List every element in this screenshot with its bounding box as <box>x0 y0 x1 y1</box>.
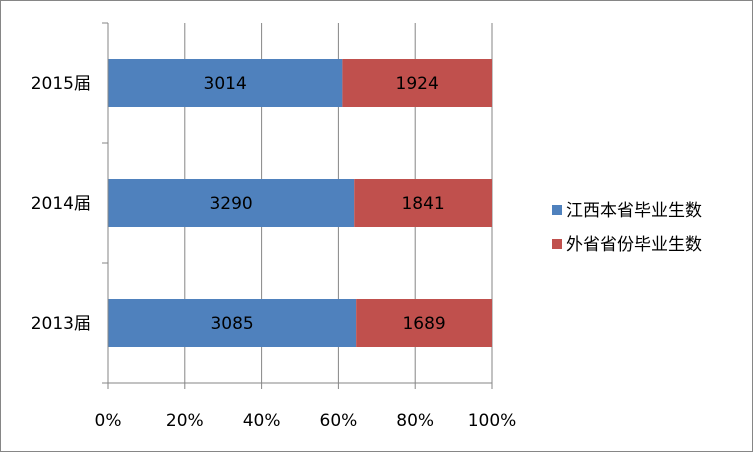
y-tick-label: 2013届 <box>31 314 91 334</box>
data-label: 3014 <box>204 74 247 94</box>
y-tick-label: 2014届 <box>31 194 91 214</box>
data-label: 3085 <box>210 314 253 334</box>
bar-segment <box>342 59 492 107</box>
legend-label: 江西本省毕业生数 <box>566 201 702 221</box>
bar-segment <box>108 59 343 107</box>
legend-label: 外省省份毕业生数 <box>566 235 702 255</box>
bar-segment <box>108 299 357 347</box>
x-tick-label: 100% <box>468 411 517 431</box>
bars: 3014 1924 3290 1841 3085 1689 <box>108 59 492 347</box>
data-label: 3290 <box>209 194 252 214</box>
legend-swatch <box>552 205 562 215</box>
bar-segment <box>108 179 355 227</box>
x-tick-label: 60% <box>320 411 358 431</box>
data-label: 1924 <box>396 74 439 94</box>
x-tick-label: 0% <box>95 411 122 431</box>
x-tick-label: 40% <box>243 411 281 431</box>
legend-swatch <box>552 239 562 249</box>
data-label: 1841 <box>401 194 444 214</box>
data-label: 1689 <box>402 314 445 334</box>
bar-segment <box>354 179 492 227</box>
x-tick-label: 20% <box>166 411 204 431</box>
y-tick-label: 2015届 <box>31 74 91 94</box>
x-tick-label: 80% <box>396 411 434 431</box>
axes: 0% 20% 40% 60% 80% 100% 2015届 2014届 2013届 <box>31 22 517 431</box>
bar-segment <box>356 299 492 347</box>
